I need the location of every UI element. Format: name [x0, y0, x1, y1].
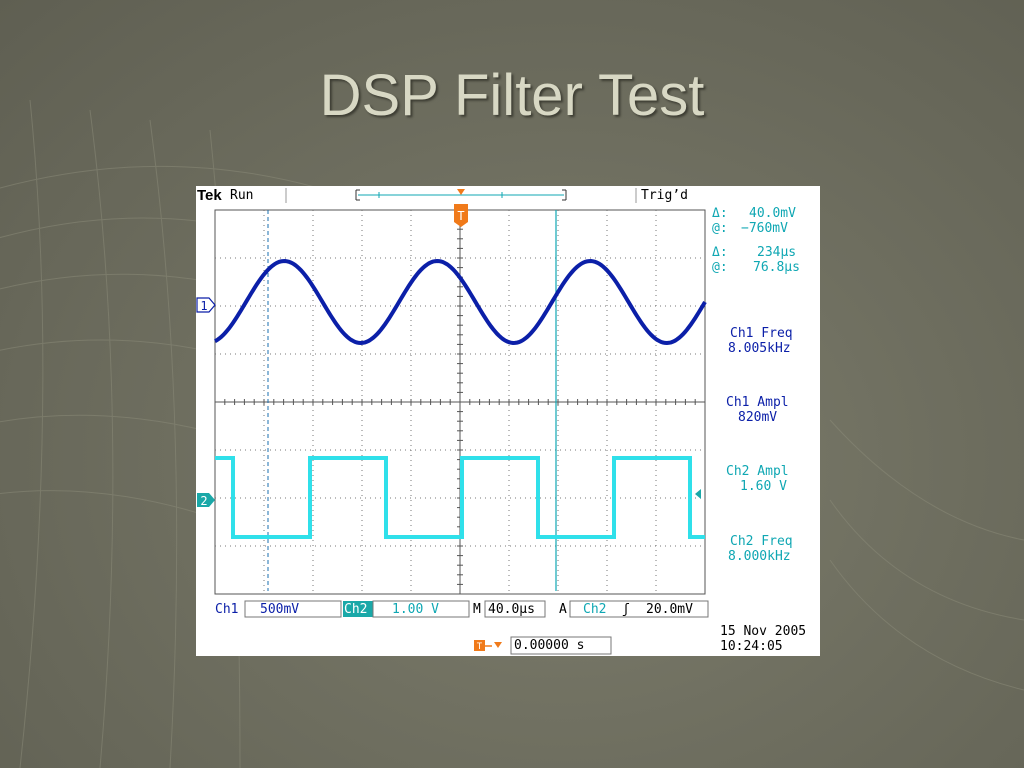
ch2-label: Ch2	[344, 602, 368, 617]
ch1-label: Ch1	[215, 602, 239, 617]
t-at-symbol: @:	[712, 260, 728, 275]
ch1-ampl-label: Ch1 Ampl	[726, 395, 789, 410]
v-at-symbol: @:	[712, 221, 728, 236]
v-delta-value: 40.0mV	[749, 206, 796, 221]
svg-text:T: T	[477, 642, 483, 652]
ch2-square-waveform	[215, 456, 705, 539]
trigger-mode: A	[559, 602, 567, 617]
trigger-position-value: 0.00000 s	[514, 638, 585, 653]
ch1-level-marker: 1	[196, 297, 216, 313]
run-state: Run	[230, 188, 254, 203]
trigger-level: 20.0mV	[646, 602, 693, 617]
brand-label: Tek	[197, 187, 222, 204]
slide-title: DSP Filter Test	[319, 63, 705, 128]
date-label: 15 Nov 2005	[720, 624, 807, 639]
ch1-scale: 500mV	[260, 602, 300, 617]
ch2-ampl-label: Ch2 Ampl	[726, 464, 789, 479]
ch2-freq-value: 8.000kHz	[728, 549, 791, 564]
ch1-ampl-value: 820mV	[738, 410, 778, 425]
ch2-marker-label: 2	[200, 494, 207, 508]
t-delta-symbol: Δ:	[712, 245, 728, 260]
trigger-slope-icon: ʃ	[622, 602, 630, 617]
oscilloscope-screenshot: Tek Run Trig’d T	[196, 186, 820, 656]
display-graphics: T 1 2 T	[196, 188, 709, 655]
ch2-trigger-level-arrow	[695, 489, 701, 499]
ch1-freq-value: 8.005kHz	[728, 341, 791, 356]
t-delta-value: 234µs	[757, 245, 797, 260]
ch1-freq-label: Ch1 Freq	[730, 326, 793, 341]
ch2-level-marker: 2	[197, 493, 215, 508]
trigger-marker-label: T	[457, 209, 464, 223]
ch2-scale: 1.00 V	[392, 602, 439, 617]
v-at-value: −760mV	[741, 221, 788, 236]
timebase-label: M	[473, 602, 481, 617]
v-delta-symbol: Δ:	[712, 206, 728, 221]
ch1-marker-label: 1	[200, 299, 207, 313]
trigger-source: Ch2	[583, 602, 607, 617]
timebase-value: 40.0µs	[488, 602, 535, 617]
time-label: 10:24:05	[720, 639, 783, 654]
trigger-marker-icon: T	[454, 204, 468, 227]
trigger-position-icon: T	[474, 640, 502, 652]
trigger-status: Trig’d	[641, 188, 688, 203]
t-at-value: 76.8µs	[753, 260, 800, 275]
ch2-freq-label: Ch2 Freq	[730, 534, 793, 549]
record-bar	[355, 189, 567, 201]
ch2-ampl-value: 1.60 V	[740, 479, 787, 494]
ch1-sine-waveform	[214, 258, 707, 346]
